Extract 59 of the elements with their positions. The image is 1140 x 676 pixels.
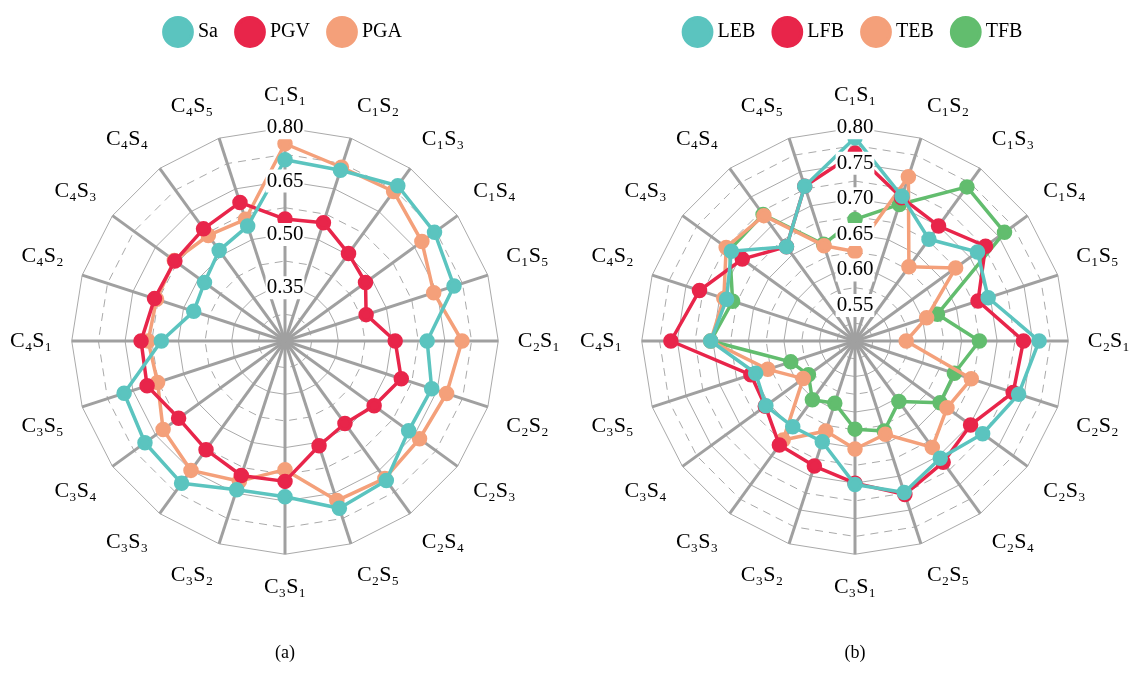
spoke-label: C₃S₄	[624, 476, 667, 502]
spoke-label: C₄S₅	[740, 92, 784, 118]
spoke-label: C₁S₅	[506, 241, 549, 267]
legend-label: PGA	[362, 19, 403, 42]
spoke-label: C₄S₄	[675, 125, 719, 151]
text: (a)	[274, 642, 296, 663]
spoke-label: C₁S₁	[263, 80, 307, 106]
spoke-label: C₃S₂	[740, 561, 784, 587]
y-tick-label: 0.70	[836, 185, 874, 210]
legend-label: LFB	[807, 19, 845, 42]
spoke-label: C₂S₂	[506, 411, 549, 437]
spoke-label: C₄S₁	[580, 326, 623, 352]
spoke-label: C₄S₅	[170, 92, 214, 118]
spoke-label: C₄S₄	[105, 125, 149, 151]
spoke-label: C₄S₁	[10, 326, 53, 352]
spoke-label: C₄S₃	[54, 176, 97, 202]
y-tick-label: 0.65	[836, 220, 874, 245]
spoke-label: C₁S₁	[833, 80, 877, 106]
y-tick-label: 0.65	[266, 167, 304, 192]
spoke-label: C₁S₂	[356, 92, 400, 118]
spoke-label: C₂S₄	[991, 528, 1035, 554]
spoke-label: C₃S₁	[263, 572, 307, 598]
spoke-label: C₃S₄	[54, 476, 97, 502]
y-tick-label: 0.80	[836, 114, 874, 139]
spoke-label: C₁S₂	[926, 92, 970, 118]
spoke-label: C₂S₁	[517, 326, 560, 352]
spoke-label: C₃S₁	[833, 572, 877, 598]
legend-label: TFB	[985, 19, 1023, 42]
spoke-label: C₂S₃	[473, 476, 516, 502]
spoke-label: C₂S₅	[356, 561, 400, 587]
legend-label: PGV	[269, 19, 311, 42]
spoke-label: C₁S₅	[1076, 241, 1119, 267]
spoke-label: C₂S₄	[421, 528, 465, 554]
text: (b)	[843, 642, 867, 663]
spoke-label: C₃S₃	[105, 528, 149, 554]
spoke-label: C₁S₃	[421, 125, 465, 151]
spoke-label: C₂S₅	[926, 561, 970, 587]
spoke-label: C₁S₄	[1043, 176, 1086, 202]
y-tick-label: 0.35	[266, 274, 304, 299]
spoke-label: C₄S₃	[624, 176, 667, 202]
spoke-label: C₂S₃	[1043, 476, 1086, 502]
spoke-label: C₃S₃	[675, 528, 719, 554]
y-tick-label: 0.60	[836, 256, 874, 281]
y-tick-label: 0.50	[266, 220, 304, 245]
y-tick-label: 0.75	[836, 149, 874, 174]
y-tick-label: 0.80	[266, 114, 304, 139]
spoke-label: C₄S₂	[591, 241, 634, 267]
legend-label: Sa	[197, 19, 219, 42]
spoke-label: C₂S₁	[1087, 326, 1130, 352]
spoke-label: C₁S₃	[991, 125, 1035, 151]
spoke-label: C₃S₅	[591, 411, 634, 437]
y-tick-label: 0.55	[836, 291, 874, 316]
legend-label: TEB	[896, 19, 934, 42]
spoke-label: C₂S₂	[1076, 411, 1119, 437]
legend-label: LEB	[717, 19, 756, 42]
spoke-label: C₁S₄	[473, 176, 516, 202]
spoke-label: C₃S₂	[170, 561, 214, 587]
spoke-label: C₃S₅	[21, 411, 64, 437]
spoke-label: C₄S₂	[21, 241, 64, 267]
